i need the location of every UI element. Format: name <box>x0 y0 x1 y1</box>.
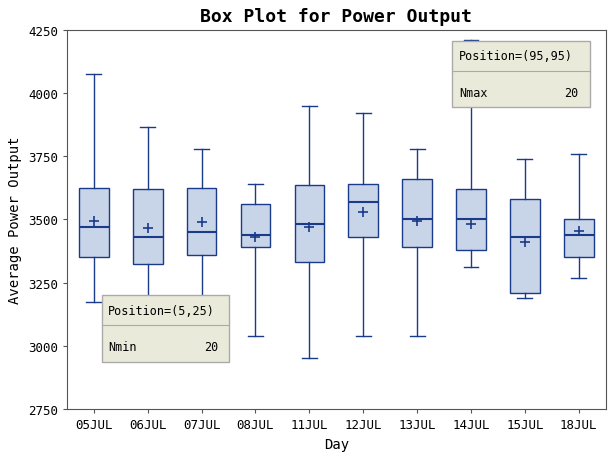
Y-axis label: Average Power Output: Average Power Output <box>9 136 22 303</box>
PathPatch shape <box>133 190 163 264</box>
Text: Nmin: Nmin <box>108 341 137 353</box>
X-axis label: Day: Day <box>324 437 349 451</box>
Text: 20: 20 <box>204 341 219 353</box>
PathPatch shape <box>510 200 540 293</box>
FancyBboxPatch shape <box>452 42 589 108</box>
PathPatch shape <box>79 188 109 258</box>
PathPatch shape <box>348 185 378 238</box>
FancyBboxPatch shape <box>102 296 228 362</box>
PathPatch shape <box>295 186 324 263</box>
Text: Position=(5,25): Position=(5,25) <box>108 304 215 317</box>
Text: Position=(95,95): Position=(95,95) <box>459 50 573 63</box>
PathPatch shape <box>187 188 216 255</box>
Text: Nmax: Nmax <box>459 87 488 100</box>
Title: Box Plot for Power Output: Box Plot for Power Output <box>200 8 472 26</box>
Text: 20: 20 <box>564 87 578 100</box>
PathPatch shape <box>402 179 432 248</box>
PathPatch shape <box>456 190 486 250</box>
PathPatch shape <box>241 205 270 248</box>
PathPatch shape <box>564 220 594 258</box>
